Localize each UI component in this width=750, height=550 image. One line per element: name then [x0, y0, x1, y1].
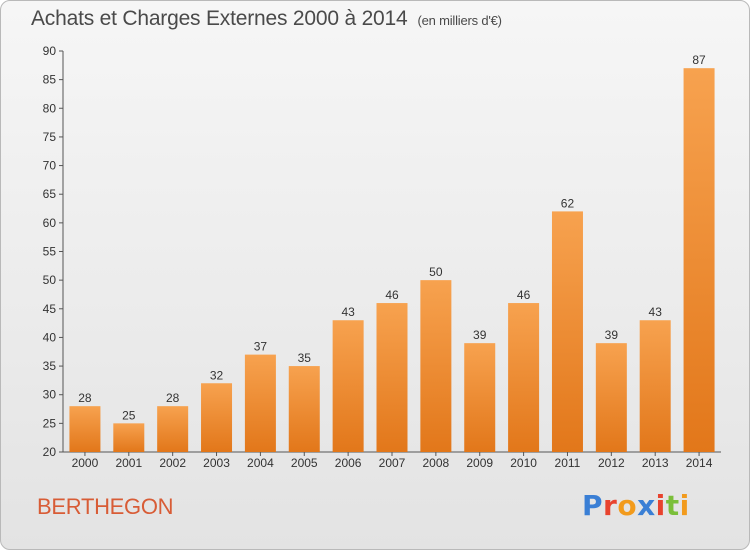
bar-value-label: 43: [649, 305, 663, 319]
bar-value-label: 25: [122, 408, 136, 422]
y-tick-label: 90: [43, 44, 57, 58]
bar-value-label: 28: [166, 391, 180, 405]
bar-value-label: 43: [341, 305, 355, 319]
x-tick-label: 2013: [642, 456, 669, 470]
bar-value-label: 46: [385, 288, 399, 302]
bar-value-label: 87: [692, 53, 706, 67]
logo-letter: P: [582, 489, 604, 522]
logo-letter: o: [617, 489, 638, 522]
y-tick-label: 70: [43, 159, 57, 173]
bar: [332, 320, 364, 452]
y-tick-label: 75: [43, 130, 57, 144]
logo-letter: i: [655, 489, 666, 522]
bar: [376, 303, 408, 452]
bar: [683, 68, 715, 452]
bar: [464, 343, 496, 452]
x-tick-label: 2008: [423, 456, 450, 470]
y-tick-label: 60: [43, 216, 57, 230]
y-tick-label: 50: [43, 273, 57, 287]
x-tick-label: 2007: [379, 456, 406, 470]
chart-title: Achats et Charges Externes 2000 à 2014 (e…: [31, 7, 502, 31]
x-tick-label: 2004: [247, 456, 274, 470]
bar-value-label: 62: [561, 196, 575, 210]
y-tick-label: 80: [43, 101, 57, 115]
chart-title-text: Achats et Charges Externes 2000 à 2014: [31, 7, 408, 30]
bar-value-label: 39: [473, 328, 487, 342]
y-tick-label: 55: [43, 245, 57, 259]
bar: [244, 354, 276, 452]
bar: [288, 366, 320, 452]
y-tick-label: 35: [43, 359, 57, 373]
logo-letter: x: [637, 489, 656, 522]
bar: [595, 343, 627, 452]
bar: [420, 280, 452, 452]
x-tick-label: 2003: [203, 456, 230, 470]
y-tick-label: 25: [43, 416, 57, 430]
y-tick-label: 65: [43, 187, 57, 201]
bar-value-label: 39: [605, 328, 619, 342]
x-tick-label: 2006: [335, 456, 362, 470]
logo-letter: r: [603, 489, 618, 522]
bar-value-label: 46: [517, 288, 531, 302]
bar-value-label: 32: [210, 368, 224, 382]
bar: [157, 406, 189, 452]
bar: [201, 383, 233, 452]
bar: [69, 406, 101, 452]
bar-value-label: 37: [254, 340, 268, 354]
x-tick-label: 2001: [115, 456, 142, 470]
y-tick-label: 45: [43, 302, 57, 316]
x-tick-label: 2005: [291, 456, 318, 470]
chart-unit: (en milliers d'€): [417, 13, 502, 28]
bar: [551, 211, 583, 452]
bar: [639, 320, 671, 452]
logo-letter: i: [679, 489, 690, 522]
bar-value-label: 28: [78, 391, 92, 405]
x-tick-label: 2002: [159, 456, 186, 470]
y-tick-label: 85: [43, 73, 57, 87]
x-tick-label: 2014: [686, 456, 713, 470]
x-tick-label: 2010: [510, 456, 537, 470]
logo-letter: t: [665, 489, 680, 522]
y-tick-label: 40: [43, 330, 57, 344]
y-tick-label: 30: [43, 388, 57, 402]
commune-name: BERTHEGON: [37, 494, 174, 519]
bar-value-label: 35: [298, 351, 312, 365]
y-tick-label: 20: [43, 445, 57, 459]
bar: [113, 423, 145, 452]
x-tick-label: 2000: [72, 456, 99, 470]
proxiti-logo[interactable]: Proxiti: [582, 489, 690, 522]
bar: [508, 303, 540, 452]
x-tick-label: 2012: [598, 456, 625, 470]
bar-value-label: 50: [429, 265, 443, 279]
x-tick-label: 2011: [555, 456, 581, 470]
x-tick-label: 2009: [466, 456, 493, 470]
chart-bars: 28 25 28 32 37 35 43 46 50 39 46 62 39 43 87: [69, 53, 715, 452]
